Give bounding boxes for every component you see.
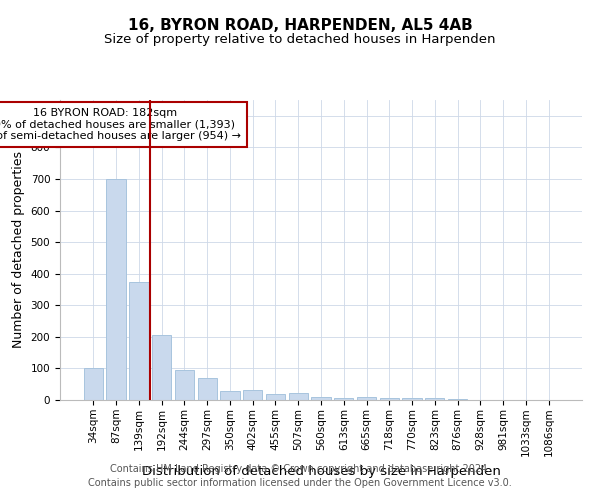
Bar [403,398,422,400]
Bar [266,394,285,400]
Bar [106,179,126,400]
Bar [220,390,239,400]
Text: 16 BYRON ROAD: 182sqm
← 59% of detached houses are smaller (1,393)
41% of semi-d: 16 BYRON ROAD: 182sqm ← 59% of detached … [0,108,241,141]
Text: Contains HM Land Registry data © Crown copyright and database right 2024.
Contai: Contains HM Land Registry data © Crown c… [88,464,512,487]
Text: Size of property relative to detached houses in Harpenden: Size of property relative to detached ho… [104,32,496,46]
Bar [357,397,376,400]
Bar [425,398,445,400]
Bar [311,397,331,400]
Text: 16, BYRON ROAD, HARPENDEN, AL5 4AB: 16, BYRON ROAD, HARPENDEN, AL5 4AB [128,18,472,32]
Bar [152,336,172,400]
Bar [289,393,308,400]
Bar [175,370,194,400]
Bar [84,368,103,400]
X-axis label: Distribution of detached houses by size in Harpenden: Distribution of detached houses by size … [142,464,500,477]
Bar [334,398,353,400]
Y-axis label: Number of detached properties: Number of detached properties [12,152,25,348]
Bar [243,390,262,400]
Bar [129,282,149,400]
Bar [380,398,399,400]
Bar [197,378,217,400]
